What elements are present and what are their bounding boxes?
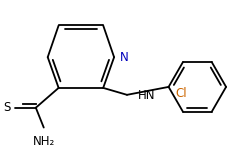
Text: S: S bbox=[4, 101, 11, 114]
Text: Cl: Cl bbox=[174, 87, 186, 100]
Text: NH₂: NH₂ bbox=[32, 135, 55, 148]
Text: N: N bbox=[120, 51, 128, 64]
Text: HN: HN bbox=[137, 89, 155, 102]
